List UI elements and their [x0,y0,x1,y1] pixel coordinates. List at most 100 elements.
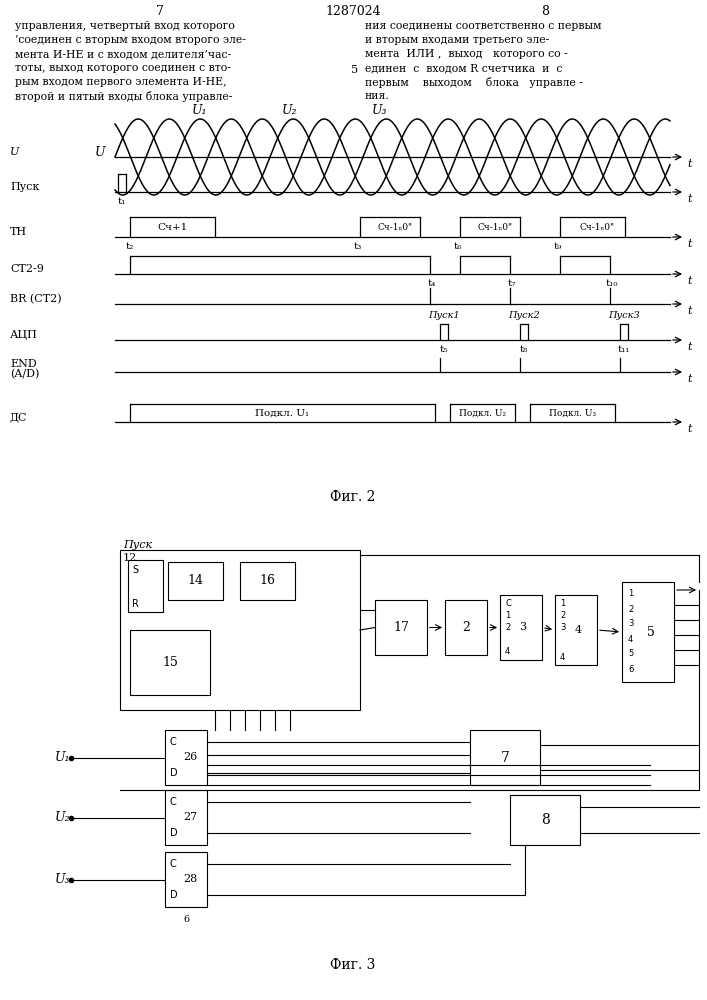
Text: U: U [95,146,105,159]
Text: 7: 7 [156,5,164,18]
Text: 4: 4 [628,635,633,644]
Text: t₉: t₉ [554,242,562,251]
Text: СТ2-9: СТ2-9 [10,264,44,274]
Text: 5: 5 [647,626,655,639]
Text: 1: 1 [505,610,510,619]
Text: 2: 2 [560,610,566,619]
Text: тоты, выход которого соединен с вто-: тоты, выход которого соединен с вто- [15,63,231,73]
Text: t: t [687,424,691,434]
Text: Пуск2: Пуск2 [508,311,540,320]
Text: t: t [687,159,691,169]
Bar [130,630,210,695]
Text: t₇: t₇ [508,279,516,288]
Text: 6: 6 [628,664,633,674]
Text: Пуск1: Пуск1 [428,311,460,320]
Bar [240,562,295,600]
Bar [375,600,427,655]
Text: 3: 3 [628,619,633,629]
Text: первым    выходом    блока   управле -: первым выходом блока управле - [365,77,583,88]
Text: Подкл. U₂: Подкл. U₂ [459,409,506,418]
Text: BR (СТ2): BR (СТ2) [10,294,62,304]
Bar [622,582,674,682]
Text: Сч-1ₙ0": Сч-1ₙ0" [580,223,615,232]
Text: ния соединены соответственно с первым: ния соединены соответственно с первым [365,21,602,31]
Bar [510,795,580,845]
Text: t: t [687,239,691,249]
Text: (A/D): (A/D) [10,369,40,379]
Text: D: D [170,890,177,900]
Text: 15: 15 [162,656,178,669]
Text: Подкл. U₁: Подкл. U₁ [255,409,310,418]
Text: Фиг. 3: Фиг. 3 [330,958,375,972]
Text: рым входом первого элемента И-НЕ,: рым входом первого элемента И-НЕ, [15,77,227,87]
Text: t: t [687,276,691,286]
Text: S: S [132,565,138,575]
Text: 7: 7 [501,750,510,764]
Text: 12: 12 [123,553,137,563]
Text: единен  с  входом R счетчика  и  с: единен с входом R счетчика и с [365,63,562,73]
Bar [168,562,223,600]
Bar [120,550,360,710]
Text: мента  ИЛИ ,  выход   которого со -: мента ИЛИ , выход которого со - [365,49,568,59]
Text: Сч+1: Сч+1 [158,223,187,232]
Text: управления, четвертый вход которого: управления, четвертый вход которого [15,21,235,31]
Text: U₂: U₂ [282,104,298,117]
Text: Пуск: Пуск [10,182,40,192]
Text: Сч-1ₙ0": Сч-1ₙ0" [378,223,413,232]
Text: 4: 4 [505,648,510,656]
Text: t₅: t₅ [440,345,448,354]
Bar [555,595,597,665]
Text: Пуск3: Пуск3 [608,311,640,320]
Text: t₆: t₆ [454,242,462,251]
Text: мента И-НЕ и с входом делителя’час-: мента И-НЕ и с входом делителя’час- [15,49,231,59]
Text: второй и пятый входы блока управле-: второй и пятый входы блока управле- [15,91,233,102]
Text: t: t [687,306,691,316]
Text: 4: 4 [560,652,566,662]
Text: C: C [170,797,177,807]
Text: t: t [687,342,691,352]
Text: 4: 4 [574,625,582,635]
Text: 17: 17 [393,621,409,634]
Text: t: t [687,374,691,384]
Text: АЦП: АЦП [10,330,38,340]
Text: и вторым входами третьего эле-: и вторым входами третьего эле- [365,35,549,45]
Text: 26: 26 [183,752,197,762]
Text: C: C [170,737,177,747]
Text: 1287024: 1287024 [325,5,381,18]
Text: 5: 5 [351,65,358,75]
Text: U₁: U₁ [54,751,70,764]
Text: Фиг. 2: Фиг. 2 [330,490,375,504]
Text: 14: 14 [187,574,204,587]
Text: t₃: t₃ [354,242,362,251]
Text: Подкл. U₃: Подкл. U₃ [549,409,596,418]
Text: U₂: U₂ [54,811,70,824]
Bar [128,560,163,612]
Text: U₃: U₃ [373,104,387,117]
Text: t₂: t₂ [126,242,134,251]
Bar [445,600,487,655]
Text: C: C [505,598,511,607]
Bar [500,595,542,660]
Text: U₁: U₁ [192,104,208,117]
Text: t₁₀: t₁₀ [606,279,618,288]
Bar [165,790,207,845]
Text: ТН: ТН [10,227,27,237]
Text: D: D [170,768,177,778]
Text: 2: 2 [628,604,633,613]
Text: t: t [687,194,691,204]
Bar [470,730,540,785]
Text: Пуск: Пуск [123,540,152,550]
Text: U₃: U₃ [54,873,70,886]
Text: U: U [10,147,19,157]
Text: 8: 8 [541,813,549,827]
Text: 6: 6 [183,915,189,924]
Text: 28: 28 [183,874,197,884]
Text: t₁₁: t₁₁ [618,345,630,354]
Text: t₄: t₄ [428,279,436,288]
Text: ДС: ДС [10,412,28,422]
Bar [165,852,207,907]
Text: 3: 3 [520,622,527,633]
Text: 5: 5 [628,650,633,658]
Text: Сч-1ₙ0": Сч-1ₙ0" [477,223,513,232]
Text: ’соединен с вторым входом второго эле-: ’соединен с вторым входом второго эле- [15,35,246,45]
